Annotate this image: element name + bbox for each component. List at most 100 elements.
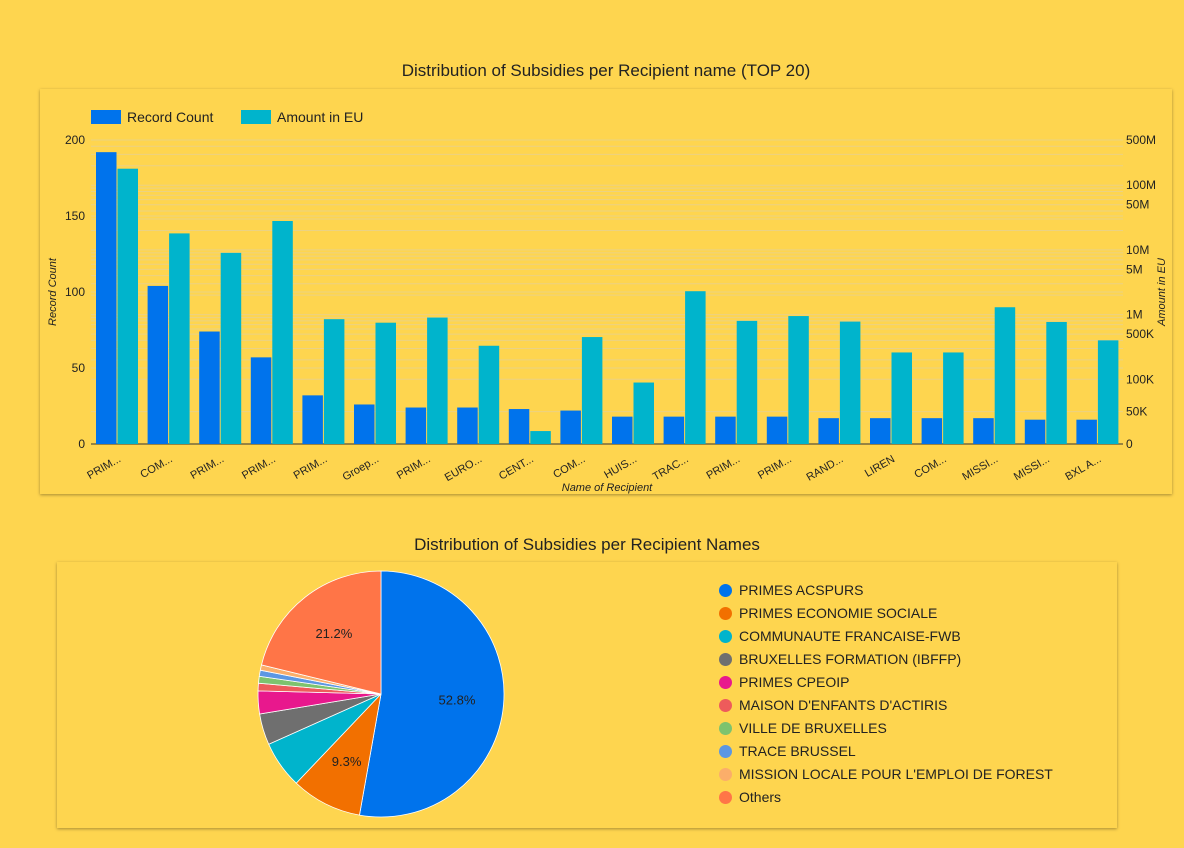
- x-tick-label: PRIM...: [756, 453, 794, 482]
- bar-amount-eu[interactable]: [1046, 321, 1067, 444]
- bar-record-count[interactable]: [96, 152, 117, 444]
- bar-record-count[interactable]: [508, 409, 530, 444]
- bar-amount-eu[interactable]: [685, 291, 706, 444]
- bar-record-count[interactable]: [612, 416, 633, 444]
- bar-amount-eu[interactable]: [375, 322, 397, 444]
- pie-legend-label: PRIMES ACSPURS: [739, 582, 864, 598]
- pie-legend-label: COMMUNAUTE FRANCAISE-FWB: [739, 628, 961, 644]
- x-axis-title: Name of Recipient: [562, 482, 653, 494]
- bar-record-count[interactable]: [302, 395, 323, 444]
- y-tick-label: 150: [65, 209, 85, 223]
- y2-tick-label: 0: [1126, 437, 1133, 451]
- pie-chart-panel: 52.8% 9.3% 21.2% PRIMES ACSPURS PRIMES ECON…: [57, 562, 1117, 828]
- bar-amount-eu[interactable]: [633, 382, 655, 444]
- bar-amount-eu[interactable]: [943, 352, 964, 444]
- y-tick-label: 0: [78, 437, 85, 451]
- y-axis-title: Record Count: [47, 257, 59, 326]
- bar-record-count[interactable]: [199, 331, 220, 444]
- legend-dot-icon: [719, 652, 732, 666]
- x-tick-label: EURO...: [443, 453, 484, 484]
- x-tick-label: MISSI...: [960, 453, 1000, 483]
- bar-record-count[interactable]: [405, 407, 427, 444]
- pie-slice[interactable]: [359, 570, 505, 818]
- bar-chart: 0 50 100 150 200 0 50K 100K 500K 1M 5M 10M 50M 100M 50…: [47, 109, 1168, 494]
- bar-record-count[interactable]: [973, 418, 994, 444]
- pie-slice-label: 9.3%: [332, 754, 362, 769]
- bar-amount-eu[interactable]: [272, 220, 293, 444]
- legend-dot-icon: [719, 744, 732, 758]
- bar-record-count[interactable]: [921, 418, 943, 444]
- bar-amount-eu[interactable]: [117, 168, 139, 444]
- bar-record-count[interactable]: [818, 418, 839, 444]
- x-tick-label: LIREN: [863, 453, 897, 480]
- y2-tick-label: 50K: [1126, 405, 1147, 419]
- bar-chart-title: Distribution of Subsidies per Recipient …: [401, 61, 811, 80]
- legend-label-record-count: Record Count: [127, 109, 213, 125]
- x-tick-label: CENT...: [497, 453, 536, 482]
- legend-swatch-record-count: [91, 110, 121, 124]
- pie-legend-item[interactable]: MISSION LOCALE POUR L'EMPLOI DE FOREST: [719, 766, 1053, 782]
- x-tick-label: MISSI...: [1012, 453, 1052, 483]
- y2-tick-label: 5M: [1126, 262, 1143, 276]
- bar-amount-eu[interactable]: [323, 319, 345, 444]
- legend-dot-icon: [719, 675, 732, 689]
- pie-legend-item[interactable]: VILLE DE BRUXELLES: [719, 720, 887, 736]
- pie-legend-label: PRIMES ECONOMIE SOCIALE: [739, 605, 938, 621]
- pie-legend-label: PRIMES CPEOIP: [739, 674, 850, 690]
- x-tick-label: BXL A...: [1063, 453, 1103, 483]
- pie-legend-item[interactable]: TRACE BRUSSEL: [719, 743, 856, 759]
- bar-amount-eu[interactable]: [220, 252, 242, 444]
- bar-amount-eu[interactable]: [839, 321, 861, 444]
- pie-legend-item[interactable]: PRIMES ACSPURS: [719, 582, 863, 598]
- pie-legend-label: Others: [739, 789, 782, 805]
- legend-dot-icon: [719, 698, 732, 712]
- bar-amount-eu[interactable]: [478, 345, 500, 444]
- bar-record-count[interactable]: [715, 416, 736, 444]
- bar-amount-eu[interactable]: [788, 316, 809, 444]
- bar-record-count[interactable]: [1024, 419, 1046, 444]
- pie-slice-label: 21.2%: [315, 626, 352, 641]
- y2-tick-label: 10M: [1126, 243, 1149, 257]
- pie-legend-item[interactable]: MAISON D'ENFANTS D'ACTIRIS: [719, 697, 947, 713]
- bar-amount-eu[interactable]: [427, 317, 448, 444]
- bar-record-count[interactable]: [147, 285, 169, 444]
- pie-legend-label: BRUXELLES FORMATION (IBFFP): [739, 651, 962, 667]
- pie-legend-item[interactable]: PRIMES ECONOMIE SOCIALE: [719, 605, 937, 621]
- bar-record-count[interactable]: [766, 416, 788, 444]
- x-tick-label: RAND...: [804, 453, 845, 484]
- bar-amount-eu[interactable]: [169, 233, 190, 444]
- legend-dot-icon: [719, 790, 732, 804]
- bar-record-count[interactable]: [354, 404, 375, 444]
- bar-amount-eu[interactable]: [1097, 340, 1119, 444]
- pie-slice[interactable]: [261, 570, 382, 695]
- bar-record-count[interactable]: [870, 418, 891, 444]
- pie-chart: 52.8% 9.3% 21.2%: [257, 570, 505, 818]
- x-tick-label: COM...: [912, 453, 948, 481]
- x-tick-label: COM...: [551, 453, 587, 481]
- y-tick-label: 200: [65, 133, 85, 147]
- bar-amount-eu[interactable]: [891, 352, 913, 444]
- legend-dot-icon: [719, 583, 732, 597]
- bar-amount-eu[interactable]: [530, 431, 551, 444]
- y2-tick-label: 100K: [1126, 372, 1154, 386]
- y2-tick-label: 100M: [1126, 178, 1156, 192]
- x-tick-label: PRIM...: [188, 453, 226, 482]
- pie-legend-label: MISSION LOCALE POUR L'EMPLOI DE FOREST: [739, 766, 1053, 782]
- pie-legend-item[interactable]: COMMUNAUTE FRANCAISE-FWB: [719, 628, 961, 644]
- legend-dot-icon: [719, 606, 732, 620]
- pie-legend-item[interactable]: PRIMES CPEOIP: [719, 674, 849, 690]
- bar-record-count[interactable]: [1076, 419, 1097, 444]
- bar-record-count[interactable]: [250, 357, 272, 444]
- bar-record-count[interactable]: [560, 410, 581, 444]
- bar-amount-eu[interactable]: [736, 320, 758, 444]
- x-tick-label: PRIM...: [240, 453, 278, 482]
- pie-legend-item[interactable]: Others: [719, 789, 781, 805]
- bar-record-count[interactable]: [663, 416, 685, 444]
- x-tick-label: COM...: [138, 453, 174, 481]
- y-tick-label: 100: [65, 285, 85, 299]
- bar-amount-eu[interactable]: [994, 307, 1016, 444]
- pie-legend-item[interactable]: BRUXELLES FORMATION (IBFFP): [719, 651, 961, 667]
- bar-record-count[interactable]: [457, 407, 478, 444]
- bar-amount-eu[interactable]: [581, 337, 603, 444]
- y2-tick-label: 500M: [1126, 133, 1156, 147]
